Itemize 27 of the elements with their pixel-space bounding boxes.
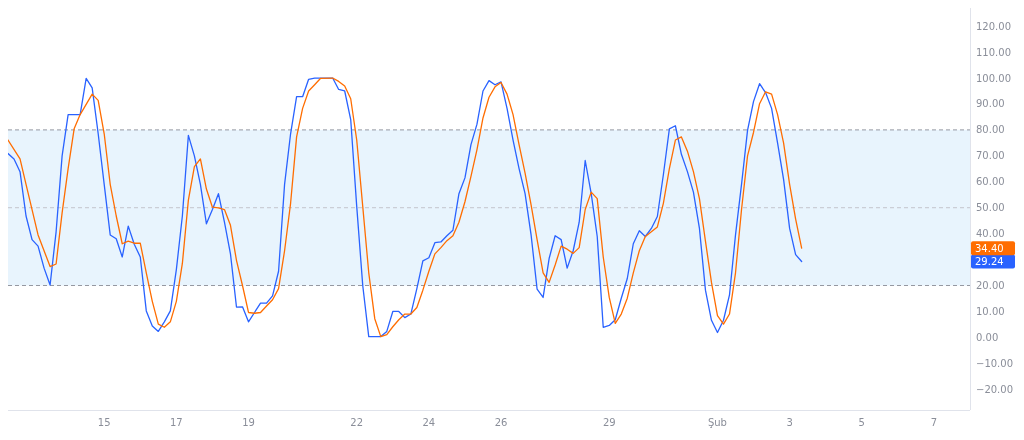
x-tick-label: 26 xyxy=(494,417,508,428)
y-tick-label: 120.00 xyxy=(976,20,1011,32)
y-tick-label: 80.00 xyxy=(976,124,1005,136)
x-tick-label: 19 xyxy=(242,417,255,428)
x-tick-label: 29 xyxy=(602,417,616,428)
text: 34.40 xyxy=(975,242,1004,254)
x-tick-label: 22 xyxy=(350,417,364,428)
y-tick-label: −10.00 xyxy=(976,357,1014,369)
text: 29.24 xyxy=(975,256,1004,268)
x-tick-label: 17 xyxy=(169,417,183,428)
x-tick-label: 24 xyxy=(422,417,436,428)
y-tick-label: 50.00 xyxy=(976,202,1005,214)
x-tick-label: 3 xyxy=(786,417,793,428)
x-tick-label: 7 xyxy=(930,417,938,428)
y-tick-label: 70.00 xyxy=(976,150,1005,162)
y-tick-label: 90.00 xyxy=(976,98,1005,110)
y-tick-label: 40.00 xyxy=(976,228,1005,240)
y-tick-label: 100.00 xyxy=(976,72,1011,84)
y-tick-label: 110.00 xyxy=(976,46,1011,58)
y-tick-label: 60.00 xyxy=(976,176,1005,188)
y-tick-label: 0.00 xyxy=(976,331,999,343)
x-tick-label: 15 xyxy=(97,417,111,428)
y-tick-label: 10.00 xyxy=(976,305,1005,317)
y-tick-label: −20.00 xyxy=(976,383,1014,395)
x-tick-label: Şub xyxy=(707,417,727,428)
y-tick-label: 20.00 xyxy=(976,280,1005,292)
x-tick-label: 5 xyxy=(858,417,865,428)
